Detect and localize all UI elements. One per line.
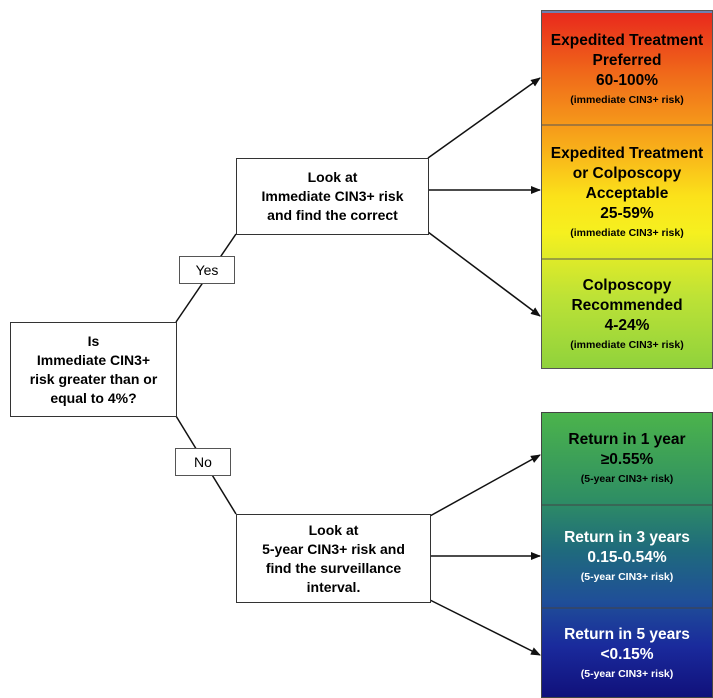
immediate-line-2: Immediate CIN3+ risk [261,188,404,204]
return-3-years-range: 0.15-0.54% [587,549,667,566]
surveillance-panel-bg [541,412,713,698]
return-5-years-range: <0.15% [600,645,654,663]
decision-line-2: Immediate CIN3+ [36,351,151,368]
treatment-panel-bg [541,10,713,369]
arrow-to-colposcopy [427,231,541,317]
return-1-year-title: Return in 1 year [568,431,686,448]
return-5-years-note: (5-year CIN3+ risk) [580,667,674,680]
segment-return-3-years: Return in 3 years 0.15-0.54% (5-year CIN… [541,505,713,608]
return-3-years-title: Return in 3 years [564,529,690,546]
colposcopy-note: (immediate CIN3+ risk) [570,338,684,351]
segment-colposcopy-recommended: Colposcopy Recommended 4-24% (immediate … [541,259,713,369]
colposcopy-line-2: Recommended [571,296,683,314]
acceptable-line-2: or Colposcopy [572,164,682,182]
yes-label: Yes [179,256,235,284]
immediate-line-1: Look at [307,169,358,185]
segment-treatment-or-colposcopy: Expedited Treatment or Colposcopy Accept… [541,125,713,259]
arrow-to-preferred [427,77,541,159]
acceptable-line-1: Expedited Treatment [550,144,704,162]
decision-box: Is Immediate CIN3+ risk greater than or … [10,322,177,417]
return-1-year-note: (5-year CIN3+ risk) [580,473,674,485]
decision-line-1: Is [87,332,100,349]
immediate-line-3: and find the correct [267,207,398,223]
colposcopy-range: 4-24% [604,316,650,334]
acceptable-note: (immediate CIN3+ risk) [570,226,684,239]
return-1-year-range: ≥0.55% [600,451,654,468]
no-label: No [175,448,231,476]
acceptable-line-3: Acceptable [585,184,669,202]
preferred-range: 60-100% [595,71,659,89]
return-5-years-title: Return in 5 years [564,625,690,643]
acceptable-range: 25-59% [600,204,654,222]
segment-treatment-preferred: Expedited Treatment Preferred 60-100% (i… [541,13,713,125]
fiveyear-risk-box: Look at 5-year CIN3+ risk and find the s… [236,514,431,603]
segment-return-5-years: Return in 5 years <0.15% (5-year CIN3+ r… [541,608,713,698]
preferred-note: (immediate CIN3+ risk) [570,93,684,106]
colposcopy-line-1: Colposcopy [582,276,672,294]
immediate-risk-box: Look at Immediate CIN3+ risk and find th… [236,158,429,235]
segment-return-1-year: Return in 1 year ≥0.55% (5-year CIN3+ ri… [541,412,713,505]
decision-line-3: risk greater than or [29,370,158,387]
arrow-to-5-years [429,599,541,656]
fiveyear-line-4: interval. [306,578,361,595]
fiveyear-line-1: Look at [308,521,359,538]
return-3-years-note: (5-year CIN3+ risk) [580,571,674,583]
fiveyear-line-2: 5-year CIN3+ risk and [262,540,405,557]
preferred-line-1: Expedited Treatment [550,31,704,49]
preferred-line-2: Preferred [592,51,662,69]
arrow-to-1-year [429,454,541,517]
decision-line-4: equal to 4%? [50,389,137,406]
fiveyear-line-3: find the surveillance [265,559,402,576]
